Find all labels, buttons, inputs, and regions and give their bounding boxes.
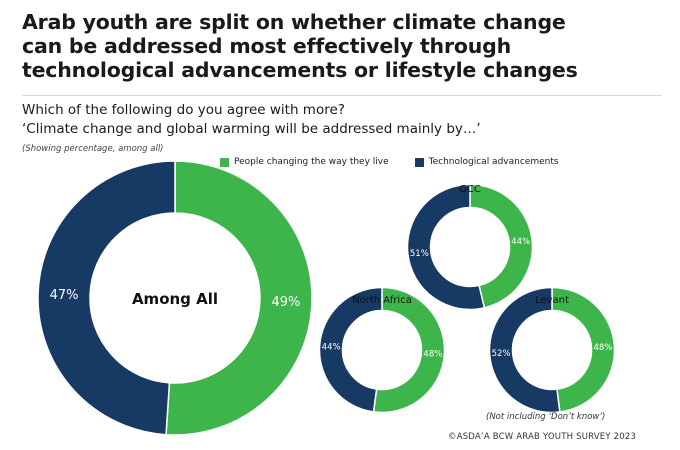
legend-swatch-lifestyle xyxy=(220,157,229,167)
source-credit: ©ASDA’A BCW ARAB YOUTH SURVEY 2023 xyxy=(448,432,637,442)
legend: People changing the way they live Techno… xyxy=(220,157,559,167)
statement-text: ‘Climate change and global warming will … xyxy=(22,121,481,137)
legend-swatch-technology xyxy=(414,157,424,167)
legend-label-technology: Technological advancements xyxy=(428,157,559,167)
chart-title: Arab youth are split on whether climate … xyxy=(22,10,578,82)
donut-slice-levant-people-changing-the-way-they-live xyxy=(551,286,616,413)
donut-label-levant: Levant xyxy=(535,295,569,306)
legend-label-lifestyle: People changing the way they live xyxy=(234,157,389,167)
data-label-north-africa-people-changing-the-way-they-live: 48% xyxy=(423,349,442,359)
donut-slice-gcc-technological-advancements xyxy=(406,183,486,311)
donut-label-among-all: Among All xyxy=(132,290,218,308)
data-label-levant-technological-advancements: 52% xyxy=(492,349,511,359)
donut-slice-levant-technological-advancements xyxy=(488,286,561,414)
donut-slice-north-africa-people-changing-the-way-they-live xyxy=(372,286,446,414)
data-label-gcc-technological-advancements: 51% xyxy=(410,249,429,259)
donut-among-all: 49% 47% Among All xyxy=(37,160,313,436)
donut-north-africa: 48% 44% North Africa xyxy=(318,286,446,414)
donut-slice-among-all-people-changing-the-way-they-live xyxy=(165,160,313,436)
donut-levant: 48% 52% Levant xyxy=(488,286,616,414)
donut-slice-gcc-people-changing-the-way-they-live xyxy=(469,183,534,309)
footnote: (Not including ‘Don’t know’) xyxy=(486,412,606,422)
legend-item-technology: Technological advancements xyxy=(414,157,559,167)
donut-slice-among-all-technological-advancements xyxy=(37,160,176,436)
donut-label-north-africa: North Africa xyxy=(352,295,412,306)
question-text: Which of the following do you agree with… xyxy=(22,102,345,118)
donut-gcc: 44% 51% GCC xyxy=(406,183,534,311)
subtitle-note: (Showing percentage, among all) xyxy=(22,144,164,154)
data-label-north-africa-technological-advancements: 44% xyxy=(322,342,341,352)
legend-item-lifestyle: People changing the way they live xyxy=(220,157,389,167)
title-divider xyxy=(22,95,662,96)
data-label-among-all-technological-advancements: 47% xyxy=(50,288,79,303)
data-label-levant-people-changing-the-way-they-live: 48% xyxy=(593,343,612,353)
donut-slice-north-africa-technological-advancements xyxy=(318,286,383,413)
donut-label-gcc: GCC xyxy=(459,184,481,195)
data-label-gcc-people-changing-the-way-they-live: 44% xyxy=(511,237,530,247)
data-label-among-all-people-changing-the-way-they-live: 49% xyxy=(271,295,300,310)
